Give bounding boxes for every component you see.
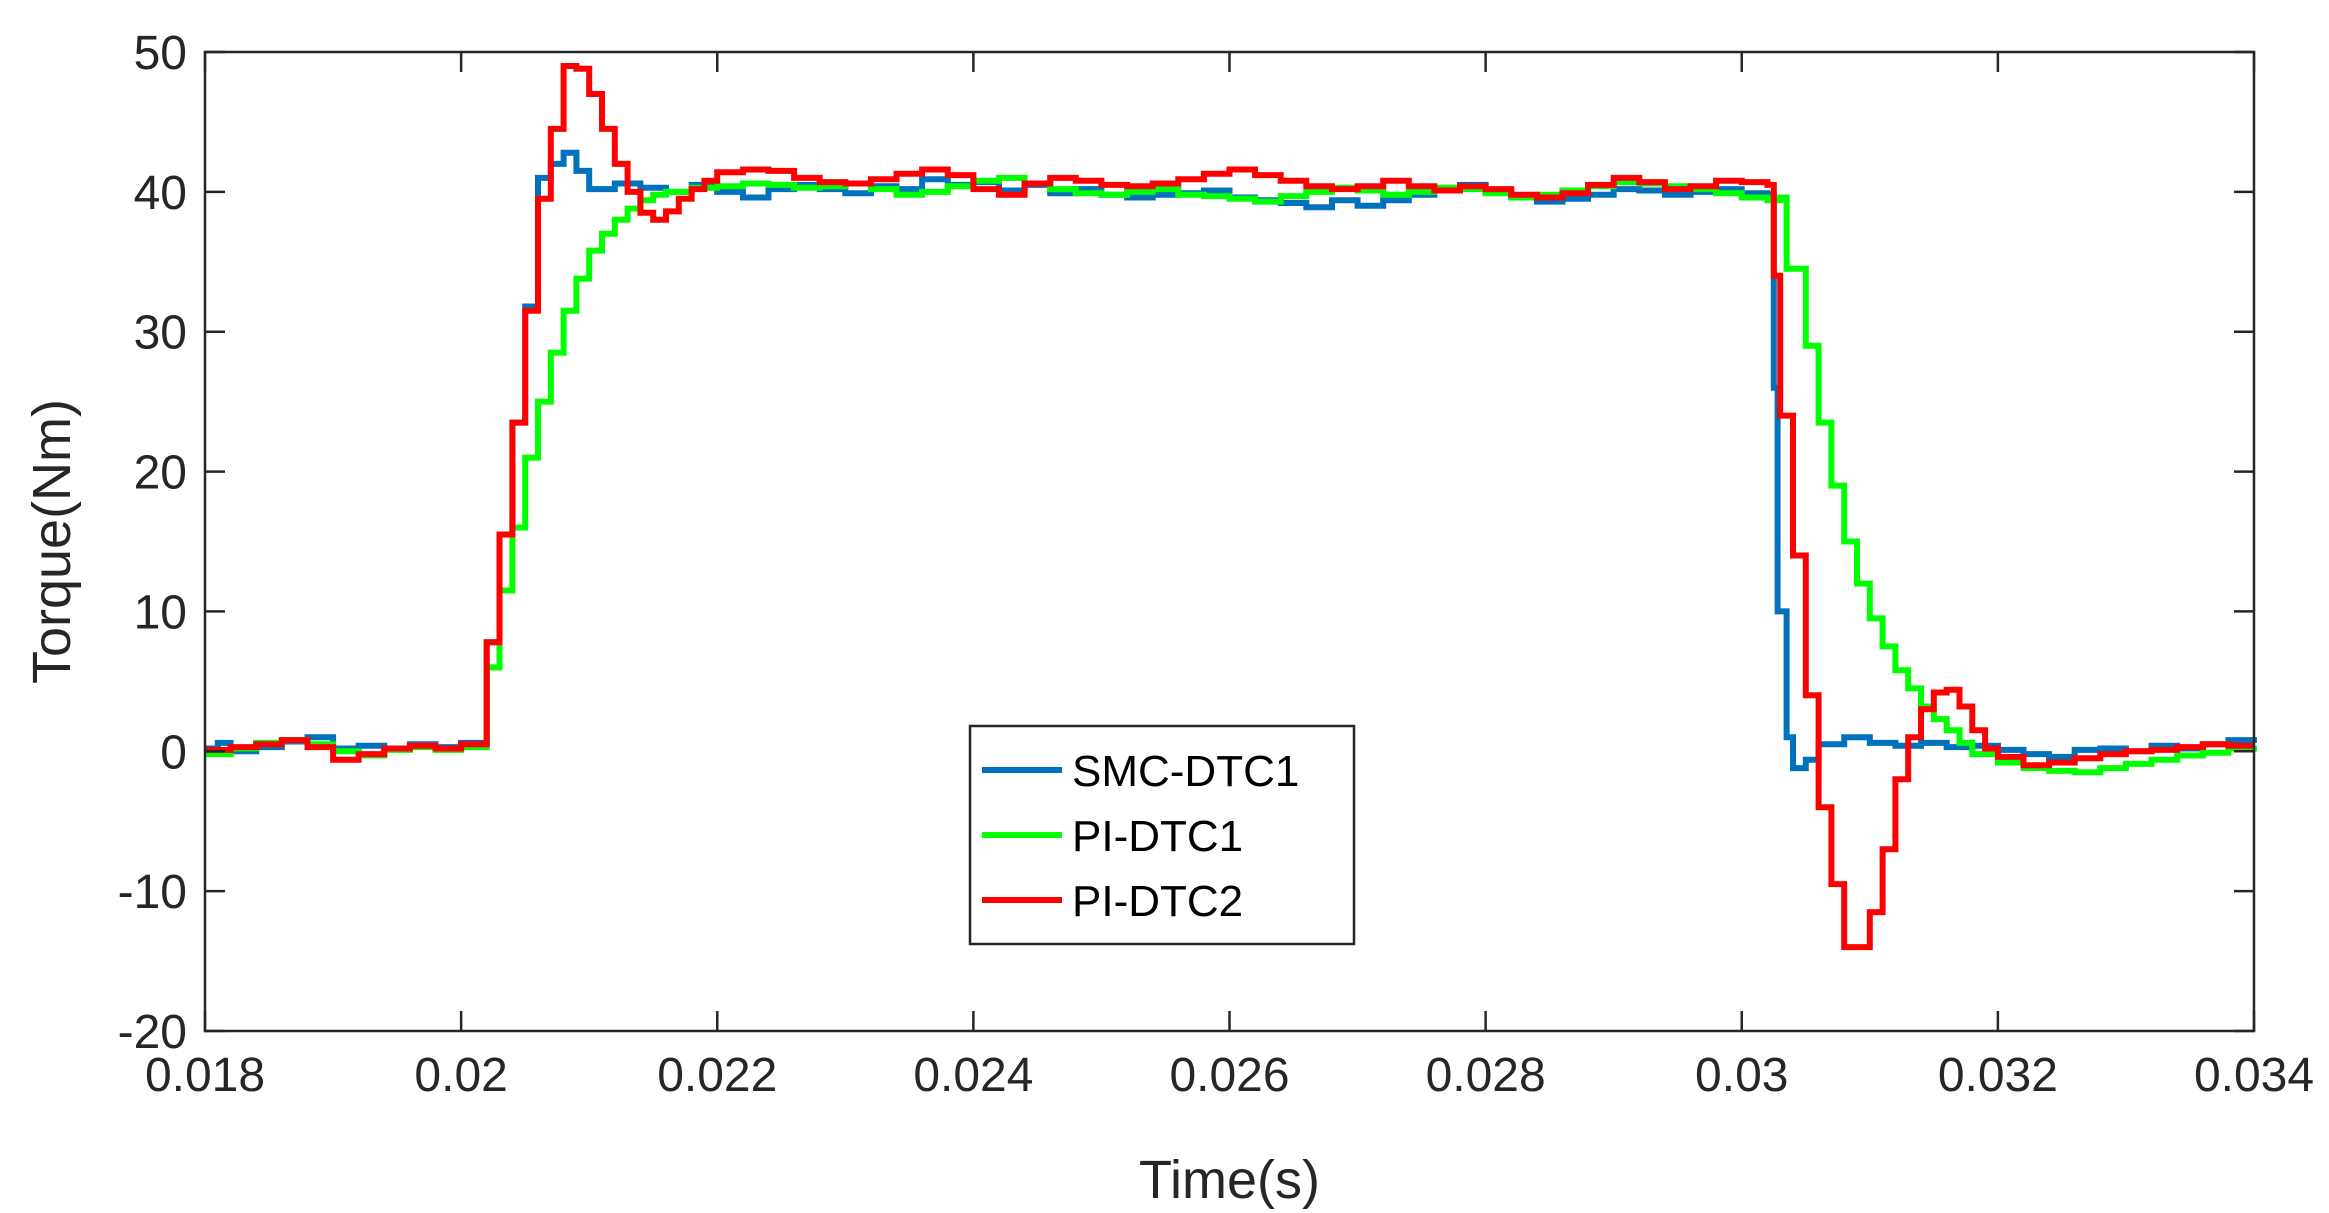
y-tick-label: -20 <box>118 1006 187 1059</box>
x-tick-label: 0.034 <box>2194 1049 2314 1102</box>
y-tick-label: 20 <box>134 447 187 500</box>
y-tick-label: 30 <box>134 307 187 360</box>
x-tick-label: 0.018 <box>145 1049 265 1102</box>
x-tick-label: 0.02 <box>414 1049 507 1102</box>
x-tick-label: 0.032 <box>1938 1049 2058 1102</box>
x-tick-label: 0.03 <box>1695 1049 1788 1102</box>
ticks-layer <box>203 50 2256 1033</box>
legend-label-smc-dtc1: SMC-DTC1 <box>1072 747 1299 796</box>
y-tick-label: 0 <box>160 726 187 779</box>
x-axis-title: Time(s) <box>1139 1150 1320 1210</box>
y-axis-title: Torque(Nm) <box>22 399 82 684</box>
y-tick-label: 10 <box>134 586 187 639</box>
y-tick-label: 40 <box>134 167 187 220</box>
x-tick-label: 0.022 <box>657 1049 777 1102</box>
legend-label-pi-dtc1: PI-DTC1 <box>1072 812 1243 861</box>
tick-labels-layer: 0.018 0.02 0.022 0.024 0.026 0.028 0.03 0.032 0.… <box>118 27 2314 1102</box>
y-tick-label: -10 <box>118 866 187 919</box>
x-tick-label: 0.028 <box>1426 1049 1546 1102</box>
y-tick-label: 50 <box>134 27 187 80</box>
x-tick-label: 0.024 <box>913 1049 1033 1102</box>
series-line-pi-dtc1 <box>205 174 2257 776</box>
x-tick-label: 0.026 <box>1169 1049 1289 1102</box>
legend: SMC-DTC1 PI-DTC1 PI-DTC2 <box>968 724 1356 946</box>
series-line-pi-dtc2 <box>205 63 2254 951</box>
legend-label-pi-dtc2: PI-DTC2 <box>1072 877 1243 926</box>
series-layer <box>205 63 2257 951</box>
